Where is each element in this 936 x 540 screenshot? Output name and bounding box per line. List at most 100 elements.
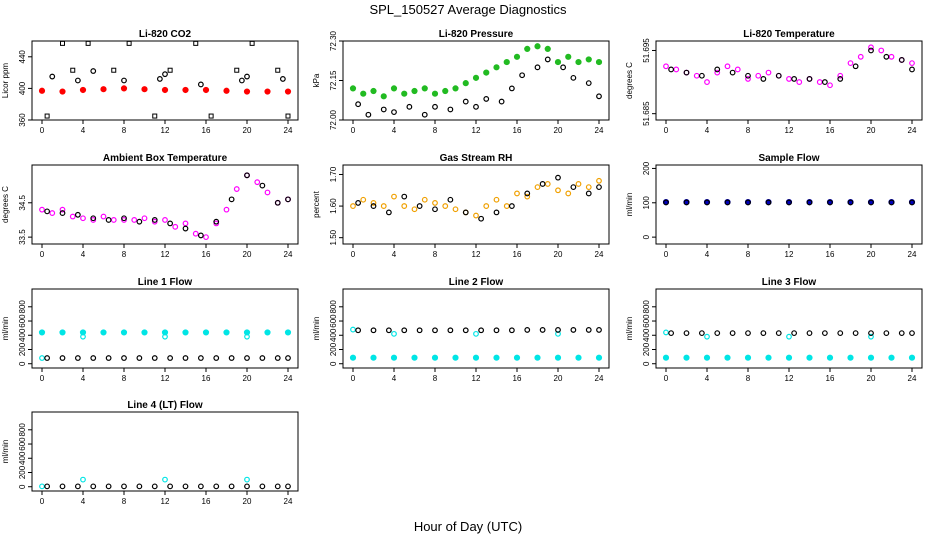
data-point (452, 354, 459, 361)
data-point (575, 181, 582, 187)
y-tick-label: 0 (18, 484, 27, 489)
x-tick-label: 4 (81, 126, 86, 135)
data-point (141, 329, 148, 336)
y-axis-label: ml/min (625, 317, 634, 341)
data-point (182, 483, 189, 490)
x-tick-label: 24 (284, 497, 293, 506)
x-tick-label: 16 (202, 250, 211, 259)
x-tick-label: 4 (705, 126, 710, 135)
data-point (110, 217, 117, 223)
data-point (513, 354, 521, 361)
data-point (698, 330, 705, 337)
data-series (49, 68, 286, 88)
data-point (59, 206, 66, 213)
x-tick-label: 4 (392, 374, 397, 383)
data-point (203, 234, 209, 241)
y-tick-label: 1.60 (329, 198, 338, 214)
data-point (462, 98, 469, 105)
data-point (698, 72, 705, 79)
data-point (223, 87, 230, 94)
data-point (760, 330, 767, 337)
x-tick-label: 12 (472, 126, 481, 135)
data-series (349, 354, 603, 361)
x-tick-label: 16 (826, 250, 835, 259)
data-point (888, 53, 895, 60)
data-point (223, 206, 230, 213)
data-point (406, 103, 413, 110)
x-tick-label: 0 (351, 250, 356, 259)
data-point (74, 355, 81, 361)
data-series (44, 172, 291, 239)
x-tick-label: 24 (595, 250, 604, 259)
data-point (683, 330, 690, 337)
x-tick-label: 8 (122, 126, 127, 135)
y-tick-label: 440 (18, 50, 27, 64)
data-point (131, 217, 138, 223)
data-point (411, 87, 418, 95)
data-point (585, 80, 592, 87)
data-point (39, 483, 45, 490)
data-point (909, 330, 915, 337)
data-point (909, 199, 915, 206)
x-tick-label: 4 (392, 250, 397, 259)
data-point (473, 330, 479, 337)
x-tick-label: 8 (746, 250, 751, 259)
x-tick-label: 0 (664, 250, 669, 259)
panel-title: Line 2 Flow (449, 277, 504, 288)
x-tick-label: 16 (513, 126, 522, 135)
data-point (508, 85, 515, 92)
data-point (121, 483, 127, 490)
data-point (90, 68, 97, 74)
y-axis-label: degrees C (625, 62, 634, 99)
data-point (898, 57, 905, 63)
data-point (555, 187, 561, 194)
data-point (837, 330, 844, 337)
data-point (432, 200, 438, 206)
data-point (197, 232, 204, 239)
data-point (744, 354, 752, 361)
data-point (575, 354, 582, 361)
x-tick-label: 12 (472, 374, 481, 383)
panel-title: Ambient Box Temperature (103, 153, 228, 164)
data-point (503, 203, 510, 209)
data-point (724, 199, 731, 206)
data-point (473, 212, 479, 219)
x-tick-label: 8 (746, 126, 751, 135)
data-point (765, 69, 772, 76)
data-point (360, 196, 367, 203)
data-series (44, 40, 291, 119)
data-point (806, 199, 813, 206)
y-axis-label: ml/min (1, 317, 10, 341)
data-point (74, 211, 81, 218)
data-series (668, 47, 915, 85)
data-point (416, 327, 423, 334)
y-tick-label: 0 (18, 361, 27, 366)
data-point (193, 40, 199, 46)
data-point (524, 45, 531, 53)
data-point (745, 330, 751, 337)
data-point (493, 354, 500, 361)
y-tick-label: 800 (18, 300, 27, 314)
data-point (837, 76, 844, 82)
data-point (264, 189, 271, 196)
data-point (760, 76, 767, 82)
data-point (447, 327, 454, 334)
data-point (570, 184, 577, 191)
data-point (390, 85, 398, 92)
x-tick-label: 8 (122, 497, 127, 506)
data-series (662, 354, 916, 361)
data-point (462, 327, 469, 334)
data-point (544, 56, 551, 63)
data-point (704, 199, 710, 206)
data-point (683, 199, 690, 206)
data-point (432, 327, 438, 334)
data-point (483, 96, 490, 102)
y-tick-label: 600 (18, 437, 27, 451)
data-point (69, 213, 76, 220)
y-tick-label: 0 (642, 234, 651, 239)
data-point (524, 190, 531, 197)
data-point (595, 58, 603, 66)
data-point (151, 217, 158, 223)
data-point (152, 113, 158, 119)
x-tick-label: 24 (908, 374, 917, 383)
